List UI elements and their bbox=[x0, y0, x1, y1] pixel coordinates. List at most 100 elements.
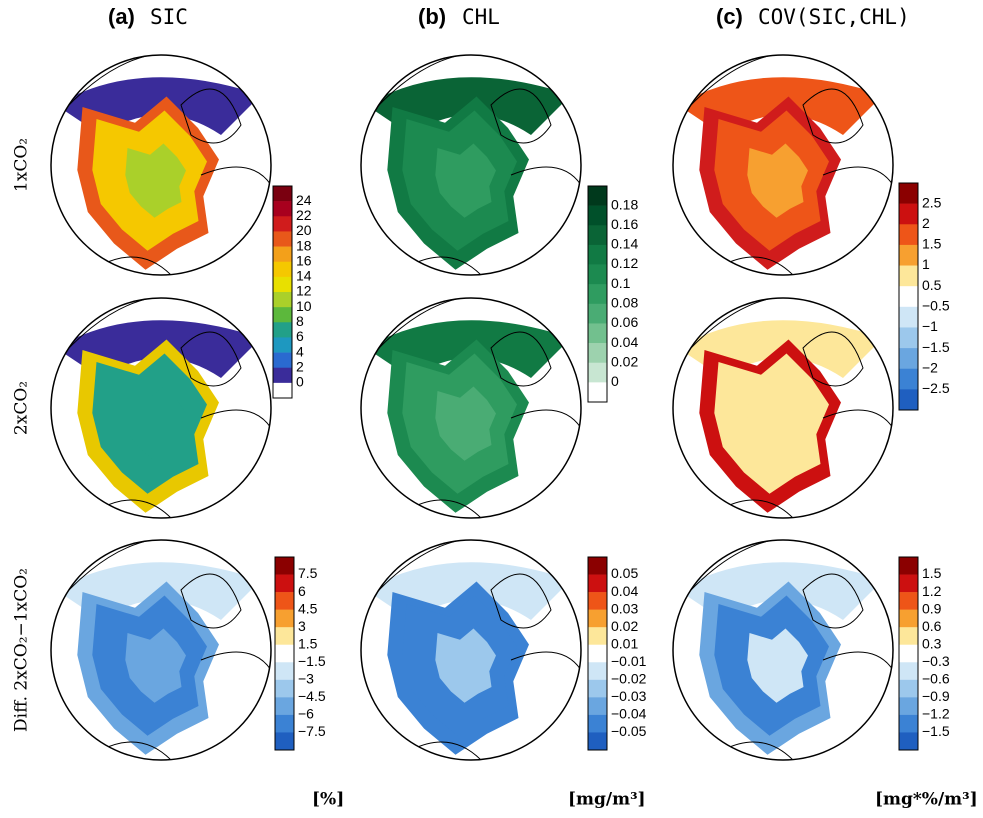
colorbar-tick-label: −2.5 bbox=[922, 380, 950, 396]
unit-label: [mg/m³] bbox=[568, 790, 646, 810]
colorbar-tick-label: 0 bbox=[611, 373, 619, 389]
colorbar-tick-label: 10 bbox=[296, 298, 312, 314]
colorbar-swatch bbox=[588, 627, 607, 645]
panel-title: COV(SIC,CHL) bbox=[758, 5, 910, 29]
colorbar-swatch bbox=[275, 627, 294, 645]
colorbar-swatch bbox=[588, 680, 607, 698]
colorbar-tick-label: −1.5 bbox=[922, 339, 950, 355]
colorbar-tick-label: −3 bbox=[298, 671, 314, 687]
colorbar-swatch bbox=[899, 715, 918, 733]
colorbar-tick-label: 0.3 bbox=[922, 635, 942, 651]
colorbar-swatch bbox=[273, 368, 292, 383]
panel-label: (a) bbox=[108, 4, 135, 29]
colorbar-tick-label: 2 bbox=[922, 215, 930, 231]
colorbar-swatch bbox=[899, 592, 918, 610]
map-panel bbox=[673, 540, 893, 760]
colorbar-tick-label: 0.06 bbox=[611, 314, 638, 330]
panel-label: (b) bbox=[418, 4, 446, 29]
colorbar-tick-label: 6 bbox=[298, 583, 306, 599]
colorbar-swatch bbox=[899, 266, 918, 287]
colorbar-swatch bbox=[273, 322, 292, 337]
colorbar-tick-label: −0.03 bbox=[611, 688, 647, 704]
colorbar-tick-label: −0.05 bbox=[611, 723, 647, 739]
map-panel bbox=[673, 298, 893, 518]
colorbar-swatch bbox=[273, 307, 292, 322]
colorbar-swatch bbox=[899, 327, 918, 348]
colorbar-tick-label: 0 bbox=[296, 374, 304, 390]
colorbar-swatch bbox=[273, 201, 292, 216]
colorbar-swatch bbox=[275, 592, 294, 610]
panel-title: SIC bbox=[150, 5, 188, 29]
panel-title: CHL bbox=[462, 5, 500, 29]
colorbar-swatch bbox=[899, 645, 918, 663]
unit-label: [mg*%/m³] bbox=[875, 790, 978, 810]
unit-label: [%] bbox=[312, 790, 344, 810]
colorbar-swatch bbox=[899, 307, 918, 328]
colorbar-swatch bbox=[273, 277, 292, 292]
colorbar-swatch bbox=[588, 382, 607, 402]
figure: (a)SIC(b)CHL(c)COV(SIC,CHL)1xCO₂2xCO₂Dif… bbox=[0, 0, 983, 818]
colorbar-tick-label: 0.02 bbox=[611, 618, 638, 634]
colorbar-swatch bbox=[275, 575, 294, 593]
colorbar-swatch bbox=[899, 348, 918, 369]
colorbar-swatch bbox=[588, 206, 607, 226]
colorbar-swatch bbox=[899, 245, 918, 266]
colorbar-swatch bbox=[899, 183, 918, 204]
colorbar-swatch bbox=[275, 662, 294, 680]
colorbar-swatch bbox=[899, 204, 918, 225]
colorbar-tick-label: 8 bbox=[296, 313, 304, 329]
colorbar-tick-label: 22 bbox=[296, 207, 312, 223]
colorbar-swatch bbox=[588, 732, 607, 750]
colorbar-tick-label: −0.01 bbox=[611, 653, 647, 669]
colorbar-swatch bbox=[275, 732, 294, 750]
colorbar-swatch bbox=[273, 383, 292, 398]
colorbar-tick-label: 7.5 bbox=[298, 565, 318, 581]
colorbar-swatch bbox=[588, 343, 607, 363]
colorbar-tick-label: 3 bbox=[298, 618, 306, 634]
colorbar-tick-label: 4 bbox=[296, 343, 304, 359]
colorbar-tick-label: 18 bbox=[296, 237, 312, 253]
colorbar-swatch bbox=[588, 245, 607, 265]
colorbar-tick-label: −0.02 bbox=[611, 671, 647, 687]
colorbar-swatch bbox=[899, 662, 918, 680]
colorbar-swatch bbox=[273, 216, 292, 231]
colorbar-tick-label: 24 bbox=[296, 192, 312, 208]
colorbar-swatch bbox=[899, 557, 918, 575]
colorbar-tick-label: 0.12 bbox=[611, 255, 638, 271]
colorbar-swatch bbox=[273, 231, 292, 246]
colorbar-swatch bbox=[588, 575, 607, 593]
row-label: 1xCO₂ bbox=[12, 138, 32, 192]
colorbar-swatch bbox=[588, 323, 607, 343]
map-panel bbox=[51, 55, 271, 275]
colorbar-tick-label: −7.5 bbox=[298, 723, 326, 739]
map-panel bbox=[361, 55, 581, 275]
colorbar-tick-label: 14 bbox=[296, 268, 312, 284]
colorbar-swatch bbox=[588, 697, 607, 715]
colorbar-swatch bbox=[273, 186, 292, 201]
colorbar-swatch bbox=[899, 369, 918, 390]
colorbar-tick-label: −6 bbox=[298, 706, 314, 722]
colorbar-tick-label: 1.2 bbox=[922, 583, 942, 599]
colorbar-tick-label: −0.9 bbox=[922, 688, 950, 704]
colorbar-tick-label: −0.04 bbox=[611, 706, 647, 722]
colorbar-swatch bbox=[588, 363, 607, 383]
colorbar-tick-label: −2 bbox=[922, 359, 938, 375]
colorbar-tick-label: 12 bbox=[296, 283, 312, 299]
colorbar-swatch bbox=[588, 284, 607, 304]
colorbar-swatch bbox=[588, 715, 607, 733]
colorbar-tick-label: 16 bbox=[296, 252, 312, 268]
colorbar-swatch bbox=[588, 186, 607, 206]
colorbar-swatch bbox=[275, 680, 294, 698]
row-label: 2xCO₂ bbox=[12, 381, 32, 435]
colorbar-tick-label: 2.5 bbox=[922, 194, 942, 210]
colorbar-tick-label: −1.2 bbox=[922, 706, 950, 722]
map-panel bbox=[361, 298, 581, 518]
map-panel bbox=[51, 298, 271, 518]
colorbar-swatch bbox=[588, 225, 607, 245]
row-label: Diff. 2xCO₂−1xCO₂ bbox=[12, 568, 32, 732]
colorbar-tick-label: 0.02 bbox=[611, 353, 638, 369]
colorbar-swatch bbox=[899, 732, 918, 750]
colorbar-swatch bbox=[899, 680, 918, 698]
colorbar-tick-label: −1.5 bbox=[922, 723, 950, 739]
colorbar-swatch bbox=[588, 645, 607, 663]
